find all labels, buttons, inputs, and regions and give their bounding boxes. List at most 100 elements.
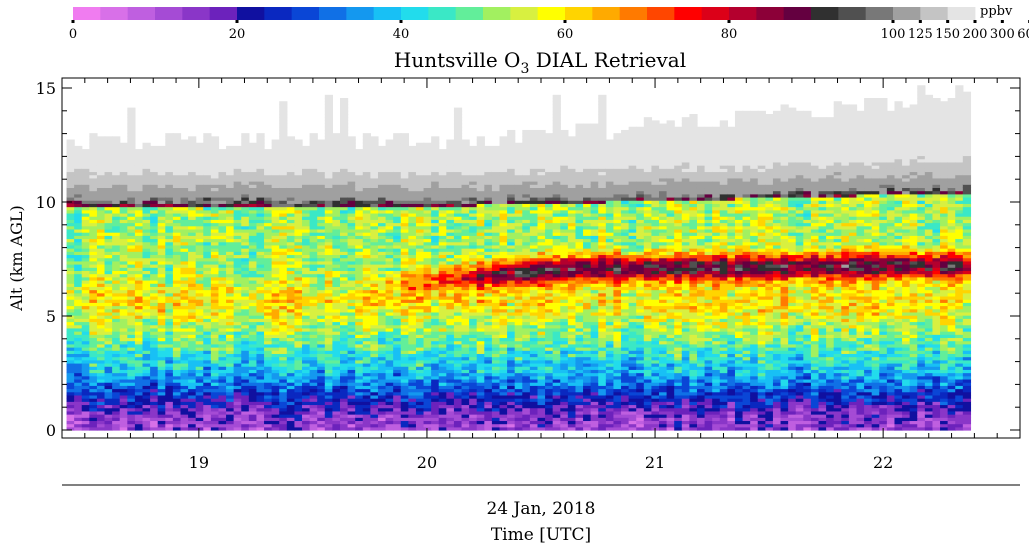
heatmap-cell: [81, 222, 90, 227]
heatmap-cell: [188, 264, 197, 268]
heatmap-cell: [81, 388, 90, 393]
heatmap-cell: [233, 193, 242, 198]
heatmap-cell: [127, 267, 136, 271]
heatmap-cell: [218, 248, 227, 252]
heatmap-cell: [112, 401, 121, 406]
heatmap-cell: [134, 270, 144, 275]
heatmap-cell: [150, 149, 159, 153]
heatmap-cell: [157, 273, 166, 278]
heatmap-cell: [89, 331, 98, 335]
heatmap-cell: [172, 187, 182, 192]
heatmap-cell: [241, 171, 250, 176]
heatmap-cell: [241, 356, 250, 361]
heatmap-cell: [142, 410, 151, 415]
heatmap-cell: [127, 391, 136, 396]
heatmap-cell: [332, 372, 341, 377]
heatmap-cell: [89, 228, 98, 233]
heatmap-cell: [210, 165, 220, 169]
heatmap-cell: [226, 222, 235, 227]
heatmap-cell: [332, 334, 341, 339]
heatmap-cell: [309, 292, 318, 297]
heatmap-cell: [309, 276, 318, 281]
heatmap-cell: [233, 369, 242, 374]
heatmap-cell: [66, 318, 75, 323]
heatmap-cell: [271, 426, 280, 431]
heatmap-cell: [324, 295, 334, 300]
heatmap-cell: [332, 318, 341, 323]
heatmap-cell: [286, 414, 296, 418]
heatmap-cell: [150, 257, 159, 262]
heatmap-cell: [233, 165, 242, 169]
heatmap-cell: [188, 359, 197, 364]
heatmap-cell: [81, 158, 90, 163]
heatmap-cell: [332, 311, 341, 316]
heatmap-cell: [96, 158, 106, 163]
heatmap-cell: [157, 222, 166, 227]
heatmap-cell: [324, 219, 334, 224]
heatmap-cell: [112, 420, 121, 425]
heatmap-cell: [180, 267, 189, 271]
heatmap-cell: [150, 152, 159, 157]
heatmap-cell: [294, 216, 303, 220]
heatmap-cell: [271, 216, 280, 220]
heatmap-cell: [96, 184, 106, 189]
heatmap-cell: [241, 193, 250, 198]
heatmap-cell: [165, 417, 174, 422]
heatmap-cell: [264, 270, 273, 275]
heatmap-cell: [81, 200, 90, 204]
heatmap-cell: [195, 391, 204, 396]
heatmap-cell: [134, 254, 144, 259]
heatmap-cell: [332, 193, 341, 198]
heatmap-cell: [248, 426, 258, 431]
heatmap-cell: [324, 414, 334, 418]
heatmap-cell: [248, 321, 258, 326]
heatmap-cell: [195, 203, 204, 208]
heatmap-cell: [332, 305, 341, 310]
heatmap-cell: [188, 423, 197, 428]
heatmap-cell: [157, 241, 166, 246]
heatmap-cell: [233, 251, 242, 256]
heatmap-cell: [150, 343, 159, 348]
heatmap-cell: [127, 324, 136, 329]
heatmap-cell: [203, 228, 212, 233]
heatmap-cell: [66, 238, 75, 243]
heatmap-cell: [96, 273, 106, 278]
heatmap-cell: [256, 139, 265, 144]
heatmap-cell: [157, 391, 166, 396]
heatmap-cell: [180, 334, 189, 339]
heatmap-cell: [210, 321, 220, 326]
heatmap-cell: [332, 423, 341, 428]
heatmap-cell: [226, 295, 235, 300]
heatmap-cell: [233, 410, 242, 415]
heatmap-cell: [142, 394, 151, 399]
heatmap-cell: [203, 133, 212, 137]
heatmap-cell: [324, 423, 334, 428]
heatmap-cell: [279, 267, 288, 271]
heatmap-cell: [317, 168, 326, 173]
colorbar-tick-mark: [399, 20, 403, 23]
heatmap-cell: [256, 225, 265, 230]
heatmap-cell: [385, 139, 394, 144]
heatmap-cell: [218, 362, 227, 367]
heatmap-cell: [74, 372, 83, 377]
heatmap-cell: [150, 327, 159, 332]
heatmap-cell: [332, 292, 341, 297]
heatmap-cell: [241, 378, 250, 383]
heatmap-cell: [241, 359, 250, 364]
heatmap-cell: [104, 267, 113, 271]
heatmap-cell: [74, 356, 83, 361]
heatmap-cell: [256, 388, 265, 393]
heatmap-cell: [241, 158, 250, 163]
heatmap-cell: [218, 398, 227, 402]
heatmap-cell: [157, 149, 166, 153]
heatmap-cell: [74, 222, 83, 227]
heatmap-cell: [150, 321, 159, 326]
heatmap-cell: [134, 279, 144, 284]
heatmap-cell: [104, 286, 113, 291]
heatmap-cell: [309, 347, 318, 351]
heatmap-cell: [302, 423, 311, 428]
heatmap-cell: [294, 171, 303, 176]
heatmap-cell: [317, 283, 326, 287]
heatmap-cell: [332, 369, 341, 374]
heatmap-cell: [286, 149, 296, 153]
